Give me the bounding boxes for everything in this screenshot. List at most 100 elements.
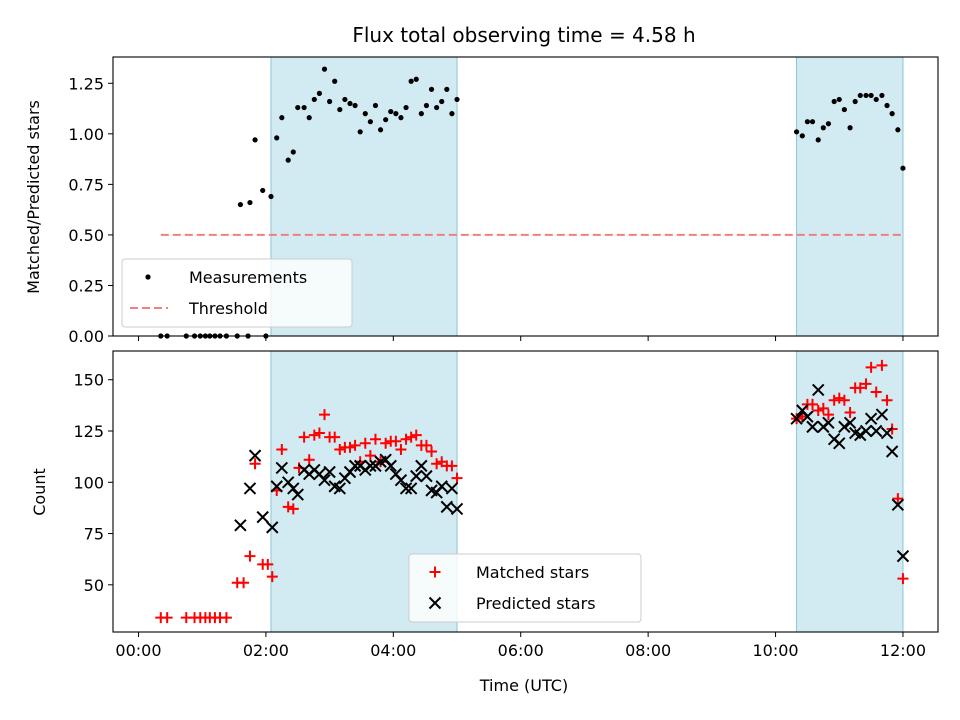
bottom-panel-series-0-point-61 [833,392,845,404]
bottom-panel-legend-box [408,553,642,623]
top-panel-series-0-point-63 [841,106,847,113]
bottom-panel-series-0-point-68 [870,386,882,398]
x-tick-label-1: 02:00 [243,641,289,660]
top-panel-series-0-point-57 [809,119,816,125]
bottom-panel-series-1-point-29 [394,474,408,487]
top-panel-x-ticks [137,336,904,341]
top-panel-legend: Measurements Threshold [121,258,353,328]
bottom-panel-series-1-point-15 [323,465,336,479]
bottom-panel-series-0-point-56 [806,398,818,410]
top-panel-series-0-point-31 [342,96,348,103]
bottom-panel-series-1-point-57 [875,408,889,421]
bottom-panel-series-1-point-56 [869,424,883,438]
top-panel-series-0-point-18 [274,135,280,141]
chart-title: Flux total observing time = 4.58 h [352,23,695,47]
top-panel-series-0-point-54 [793,129,800,135]
bottom-panel-series-1-point-60 [891,498,905,512]
top-panel-series-0-point-37 [372,102,379,109]
top-panel-series-0-point-56 [804,119,811,125]
bottom-panel-series-1-point-41 [790,412,803,425]
top-panel-series-0-point-29 [332,78,338,84]
legend-predicted-marker [428,596,442,610]
bottom-panel-series-0-point-48 [431,458,443,470]
bottom-panel-series-0-point-34 [359,437,371,449]
bottom-panel-y-tick-label-0: 50 [84,576,104,595]
bottom-panel-series-0-point-13 [249,458,261,470]
bottom-panel-series-0-point-66 [860,378,872,390]
bottom-panel-series-0-point-28 [329,431,341,443]
top-panel-y-tick-label-3: 0.75 [68,175,104,194]
bottom-panel-series-1-point-20 [348,459,362,473]
top-panel-series-0-point-49 [434,104,440,111]
bottom-panel-series-0-point-43 [405,431,417,443]
bottom-panel-series-0-point-24 [308,429,320,441]
bottom-panel-series-0-point-62 [838,394,850,406]
top-panel-series-0-point-66 [857,92,863,99]
bottom-panel-series-0-point-69 [876,359,888,371]
bottom-panel-y-tick-label-4: 150 [73,371,104,390]
top-panel-series-0-point-68 [868,92,874,99]
bottom-panel-series-1-point-53 [854,428,867,442]
top-panel-series-0-point-61 [831,98,837,105]
bottom-panel-series-1-point-34 [420,469,433,483]
bottom-panel-frame [112,350,939,633]
bottom-panel-series-1-point-43 [801,410,814,423]
bottom-panel-y-label: Count [30,468,49,516]
bottom-panel-series-0-point-16 [266,571,278,583]
top-panel-series-0-point-62 [836,96,842,103]
bottom-panel-series-1-point-14 [318,474,331,487]
bottom-panel-series-0-point-44 [410,429,422,441]
top-panel-y-tick-label-0: 0.00 [68,327,104,346]
top-panel-y-tick-label-5: 1.25 [68,74,104,93]
bottom-panel-series-1-point-39 [445,482,459,495]
top-panel-series-0-point-74 [900,165,906,171]
bottom-panel-series-0-point-22 [298,431,310,443]
bottom-panel-series-1-point-0 [234,519,247,532]
top-panel-series-0-point-45 [413,76,419,82]
bottom-panel-series-0-point-19 [282,501,294,513]
bottom-panel-y-tick-label-3: 125 [73,422,104,441]
top-panel-y-label: Matched/Predicted stars [24,100,43,294]
top-panel-series-0-point-50 [439,98,445,105]
top-panel-series-0-point-44 [408,78,414,84]
bottom-panel-series-0-point-26 [319,409,331,421]
bottom-panel-series-1-point-55 [864,412,878,425]
bottom-panel-series-1-point-9 [291,488,304,501]
top-panel-series-0-point-24 [306,115,312,121]
bottom-panel-series-0-point-58 [817,402,829,414]
top-panel-series-0-point-26 [316,90,323,96]
legend-measurements-marker [145,274,151,280]
top-panel-series-0-point-65 [852,98,858,105]
top-panel-series-0-point-28 [327,98,333,105]
bottom-panel-series-1-point-30 [399,482,413,495]
bottom-panel-series-1-point-17 [333,482,347,495]
top-panel-series-0-point-69 [873,96,879,103]
bottom-panel-series-1-point-4 [266,521,279,534]
top-panel-series-0-point-14 [247,199,253,206]
bottom-panel-y-tick-label-1: 75 [84,525,104,544]
bottom-panel-series-0-point-15 [262,558,274,570]
top-panel-series-0-point-19 [279,115,285,121]
bottom-panel-series-1-point-58 [880,426,894,440]
bottom-panel-series-0-point-46 [420,439,432,451]
bottom-panel-legend-label-1: Predicted stars [476,594,596,613]
bottom-panel-series-1-point-44 [806,420,819,434]
top-panel-series-0-point-70 [879,92,885,99]
bottom-panel: 50 75 100 125 150 00:00 02:00 04:00 06:00 08:00 1… [30,350,939,660]
top-panel-series-0-point-13 [237,201,244,208]
bottom-panel-series-1-point-6 [275,461,289,475]
top-panel-series-0-point-23 [301,104,307,111]
bottom-panel-series-1-point-51 [843,416,857,429]
bottom-panel-series-1-point-27 [384,459,397,473]
bottom-panel-y-ticks: 50 75 100 125 150 [73,371,113,595]
bottom-panel-series-1-point-3 [256,510,269,524]
top-panel-y-tick-label-1: 0.25 [68,276,104,295]
bottom-panel-series-1-point-59 [885,445,899,458]
bottom-panel-series-0-point-59 [822,409,834,421]
bottom-panel-series-1-point-37 [435,480,448,493]
bottom-panel-series-0-point-35 [364,450,376,462]
bottom-panel-series-0-point-9 [220,612,232,624]
bottom-panel-series-0-point-72 [892,493,904,505]
top-panel-series-0-point-72 [889,111,895,117]
bottom-panel-series-0-point-67 [865,361,877,373]
